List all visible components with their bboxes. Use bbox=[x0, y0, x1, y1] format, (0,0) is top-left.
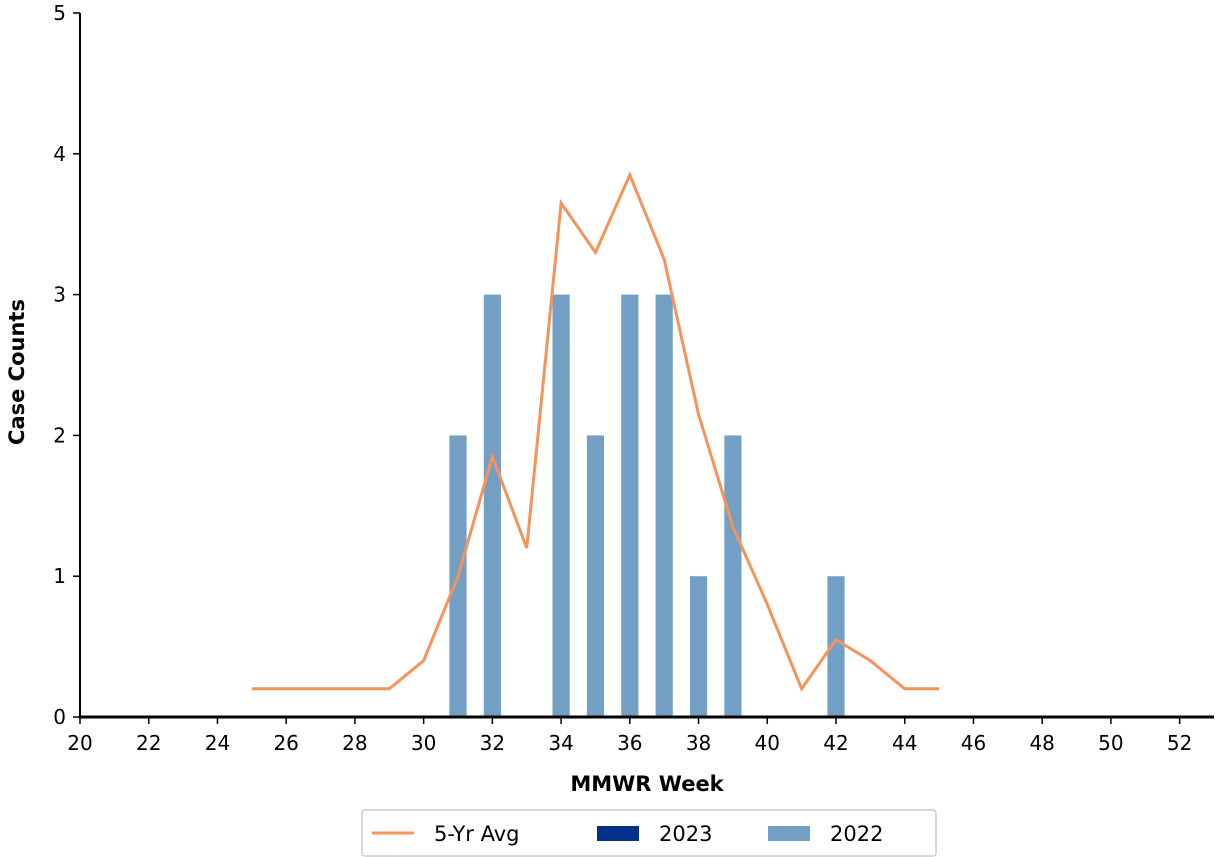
y-ticks-group: 0 1 2 3 4 5 bbox=[53, 1, 80, 729]
x-tick-label-32: 32 bbox=[480, 731, 505, 755]
x-tick-label-36: 36 bbox=[617, 731, 642, 755]
x-axis-title: MMWR Week bbox=[570, 772, 724, 796]
bar-2022-week-34 bbox=[552, 294, 570, 717]
x-tick-label-48: 48 bbox=[1029, 731, 1054, 755]
x-tick-label-30: 30 bbox=[411, 731, 436, 755]
y-tick-label-2: 2 bbox=[53, 423, 66, 447]
legend-frame bbox=[361, 809, 937, 857]
bars-group bbox=[449, 294, 845, 717]
bar-2022-week-38 bbox=[689, 576, 708, 717]
bar-2022-week-42 bbox=[827, 576, 845, 717]
line-5-yr-avg bbox=[251, 171, 940, 692]
legend-label-5-yr-avg: 5-Yr Avg bbox=[434, 822, 519, 846]
bar-2022-week-36 bbox=[621, 294, 639, 717]
bar-2022-week-35 bbox=[586, 435, 605, 717]
y-tick-label-1: 1 bbox=[53, 564, 66, 588]
x-tick-label-34: 34 bbox=[548, 731, 573, 755]
x-tick-label-24: 24 bbox=[205, 731, 230, 755]
y-tick-label-0: 0 bbox=[53, 705, 66, 729]
y-tick-label-5: 5 bbox=[53, 1, 66, 25]
axes-group bbox=[79, 13, 1214, 719]
bar-2022-week-39 bbox=[724, 435, 742, 717]
bar-2022-week-37 bbox=[655, 294, 673, 717]
x-tick-label-44: 44 bbox=[892, 731, 917, 755]
x-ticks-group: 20 22 24 26 28 30 32 34 36 38 40 42 44 46 48 50 52 bbox=[67, 717, 1192, 755]
x-tick-label-38: 38 bbox=[686, 731, 711, 755]
x-tick-label-52: 52 bbox=[1167, 731, 1192, 755]
x-tick-label-42: 42 bbox=[823, 731, 848, 755]
x-tick-label-28: 28 bbox=[342, 731, 367, 755]
legend-label-2022: 2022 bbox=[830, 822, 883, 846]
x-tick-label-40: 40 bbox=[755, 731, 780, 755]
line-series-group bbox=[251, 171, 940, 692]
y-tick-label-4: 4 bbox=[53, 142, 66, 166]
x-tick-label-46: 46 bbox=[961, 731, 986, 755]
bar-2022-week-32 bbox=[483, 294, 501, 717]
legend: 5-Yr Avg 2023 2022 bbox=[361, 809, 937, 857]
legend-swatch-2023 bbox=[597, 826, 639, 841]
x-tick-label-26: 26 bbox=[273, 731, 298, 755]
x-tick-label-22: 22 bbox=[136, 731, 161, 755]
legend-label-2023: 2023 bbox=[659, 822, 712, 846]
y-axis-title: Case Counts bbox=[5, 299, 29, 445]
y-tick-label-3: 3 bbox=[53, 283, 66, 307]
x-tick-label-50: 50 bbox=[1098, 731, 1123, 755]
legend-swatch-2022 bbox=[768, 826, 810, 841]
x-tick-label-20: 20 bbox=[67, 731, 92, 755]
